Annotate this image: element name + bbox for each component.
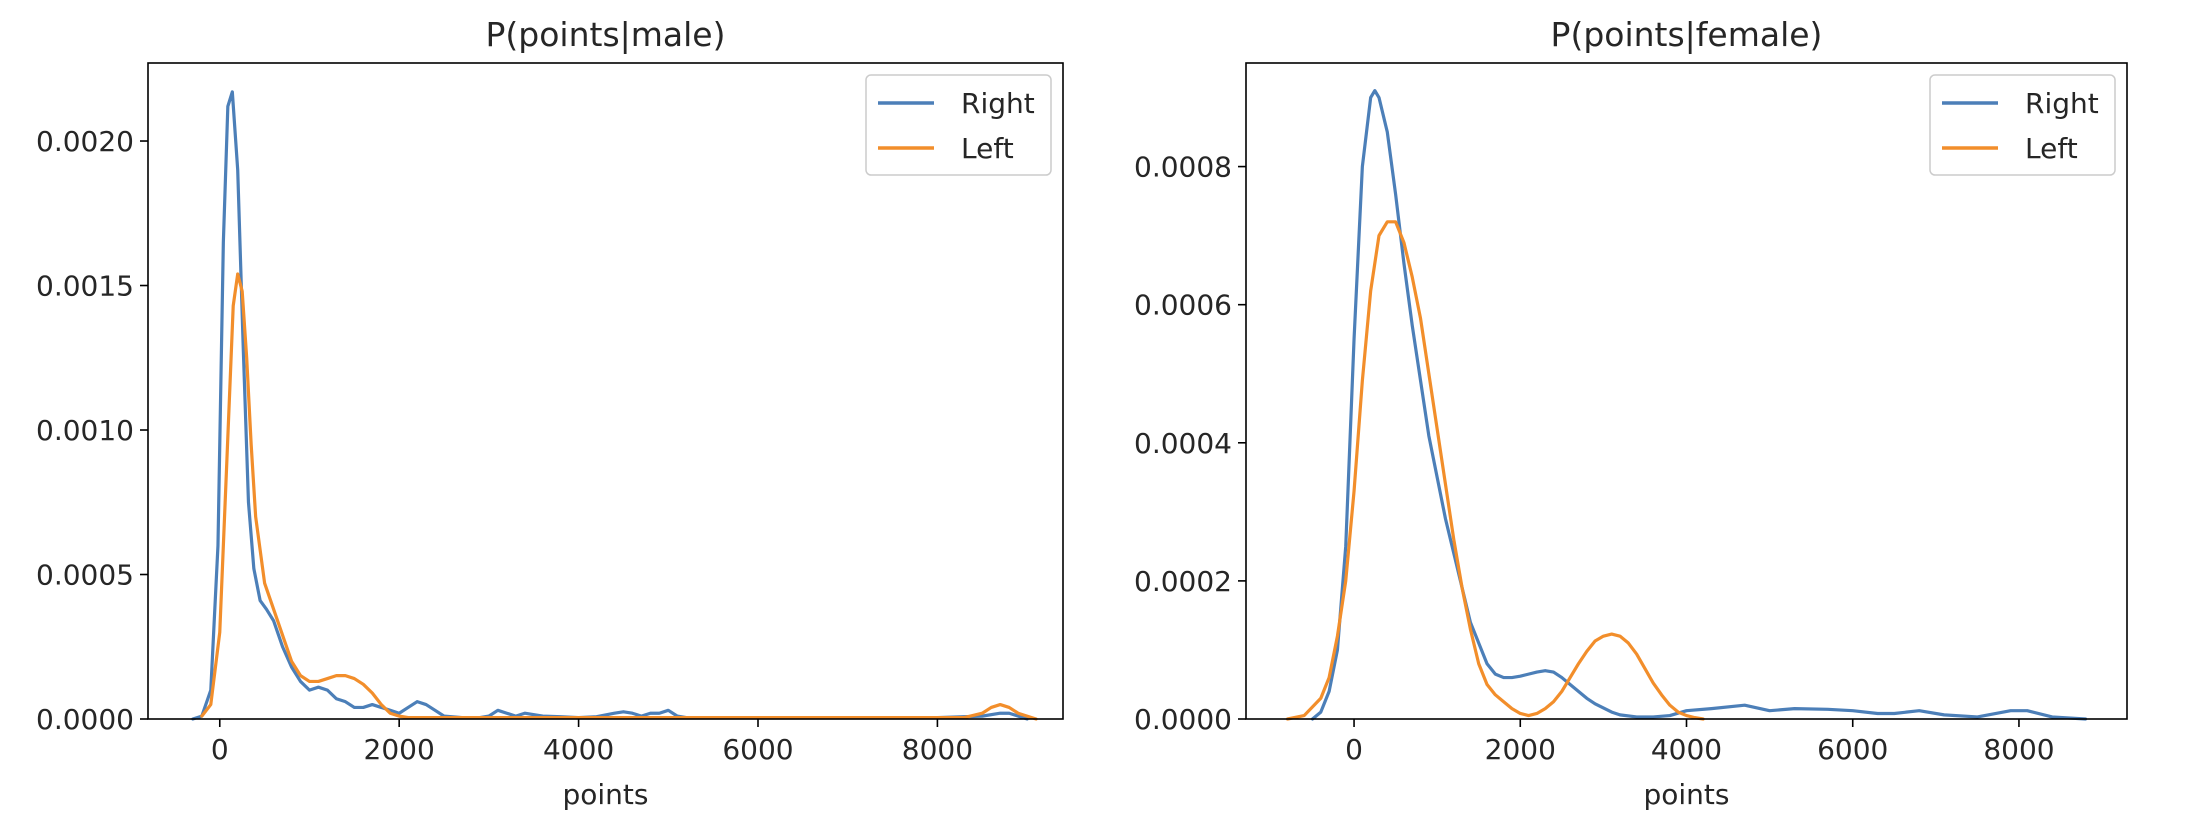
- legend-label-left: Left: [961, 132, 1014, 165]
- x-axis-label: points: [1644, 778, 1730, 811]
- y-tick-label: 0.0000: [1134, 703, 1232, 736]
- x-tick-label: 0: [1345, 733, 1363, 766]
- legend-label-right: Right: [961, 87, 1035, 120]
- y-tick-label: 0.0002: [1134, 565, 1232, 598]
- x-tick-label: 2000: [1485, 733, 1556, 766]
- x-tick-label: 8000: [902, 733, 973, 766]
- x-tick-label: 0: [211, 733, 229, 766]
- y-tick-label: 0.0004: [1134, 427, 1232, 460]
- x-tick-label: 6000: [1817, 733, 1888, 766]
- series-line-left: [1285, 220, 1705, 721]
- legend-label-left: Left: [2025, 132, 2078, 165]
- x-tick-label: 4000: [543, 733, 614, 766]
- y-tick-label: 0.0010: [36, 414, 134, 447]
- y-tick-label: 0.0008: [1134, 151, 1232, 184]
- x-tick-label: 8000: [1983, 733, 2054, 766]
- y-tick-label: 0.0006: [1134, 289, 1232, 322]
- y-tick-label: 0.0000: [36, 703, 134, 736]
- x-axis-label: points: [563, 778, 649, 811]
- x-tick-label: 6000: [722, 733, 793, 766]
- x-tick-label: 4000: [1651, 733, 1722, 766]
- chart-title: P(points|female): [1551, 15, 1823, 54]
- y-tick-label: 0.0020: [36, 125, 134, 158]
- legend-box: [865, 74, 1052, 176]
- legend-label-right: Right: [2025, 87, 2099, 120]
- legend: Right Left: [1929, 74, 2116, 176]
- series-line-left: [200, 272, 1038, 721]
- legend: Right Left: [865, 74, 1052, 176]
- chart-title: P(points|male): [486, 15, 726, 54]
- chart-female: 0 2000 4000 6000 8000 0.0000 0.0002 0.0004 0.000…: [1134, 15, 2128, 811]
- series-line-right: [191, 90, 1029, 721]
- legend-box: [1929, 74, 2116, 176]
- chart-male: 0 2000 4000 6000 8000 0.0000 0.0005 0.0010 0.001…: [36, 15, 1064, 811]
- x-tick-label: 2000: [364, 733, 435, 766]
- y-tick-label: 0.0015: [36, 270, 134, 303]
- axes-frame: [147, 62, 1064, 720]
- series-line-right: [1310, 89, 2088, 721]
- y-tick-label: 0.0005: [36, 559, 134, 592]
